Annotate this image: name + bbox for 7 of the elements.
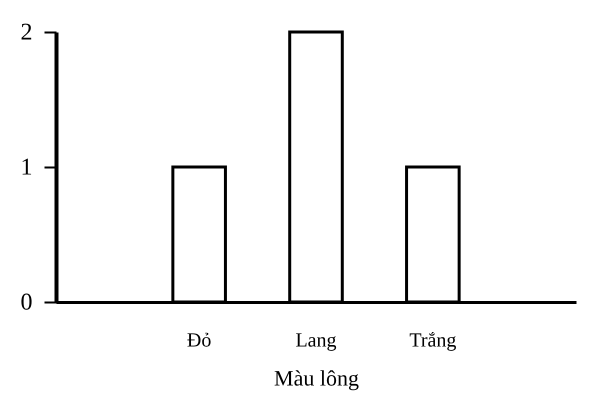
y-tick-label: 0 [20, 290, 32, 316]
x-tick-label: Lang [295, 330, 337, 352]
y-tick-label: 2 [20, 20, 32, 46]
x-axis-title: Màu lông [274, 366, 359, 390]
y-tick-label: 1 [20, 154, 32, 180]
x-tick-label: Đỏ [186, 330, 212, 352]
x-tick-label: Trắng [409, 330, 456, 352]
